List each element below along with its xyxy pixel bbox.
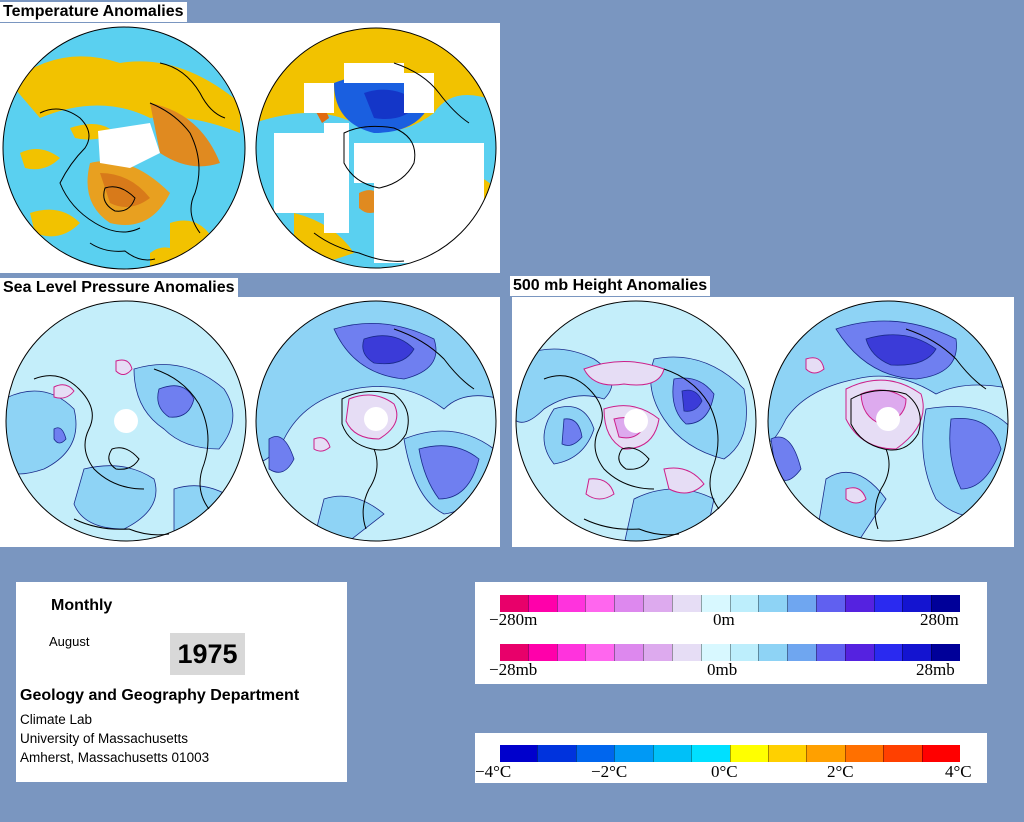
pressure-scale-swatch [729,644,759,661]
height-pressure-legend: −280m 0m 280m −28mb 0mb 28mb [475,582,987,684]
height-scale-max-label: 280m [920,610,959,629]
pressure-scale-max-label: 28mb [916,660,955,679]
height-scale-swatch [873,595,903,612]
height-scale-mid-label: 0m [713,610,735,629]
temperature-title: Temperature Anomalies [0,2,187,22]
height500-title: 500 mb Height Anomalies [510,276,711,296]
height-scale-swatch [643,595,672,612]
temperature-scale-swatch [652,745,692,762]
height-scale-swatch [527,595,557,612]
height-scale-swatch [902,595,932,612]
pressure-scale-swatch [931,644,960,661]
temperature-scale-swatch [883,745,922,762]
pressure-scale-swatch [700,644,730,661]
height-scale-swatch [700,595,730,612]
temp-label-neg2: −2°C [591,762,628,781]
pressure-scale-swatch [873,644,903,661]
temperature-panel [0,23,500,273]
year-label: 1975 [170,633,245,675]
pressure-scale-swatch [556,644,586,661]
temperature-scale-swatch [729,745,768,762]
slp-title: Sea Level Pressure Anomalies [0,278,238,298]
temp-label-4: 4°C [945,762,972,781]
pressure-scale-swatch [500,644,528,661]
month-label: August [49,634,90,649]
temperature-scale-swatch [691,745,730,762]
height-scale-swatch [585,595,615,612]
height-scale-swatch [844,595,874,612]
pressure-scale-swatch [643,644,672,661]
info-box: Monthly August 1975 Geology and Geograph… [16,582,347,782]
period-label: Monthly [51,597,113,614]
pressure-scale-swatch [902,644,932,661]
height-scale-swatch [787,595,816,612]
height500-globe-south [767,300,1009,542]
pressure-scale-swatch [614,644,644,661]
temperature-scale-swatch [575,745,615,762]
temperature-scale-swatch [500,745,538,762]
temperature-globe-south [255,27,497,269]
temperature-scale-bar [500,745,961,762]
height-scale-swatch [614,595,644,612]
height-scale-bar [500,595,960,612]
pressure-scale-swatch [758,644,788,661]
pressure-scale-bar [500,644,960,661]
temp-label-2: 2°C [827,762,854,781]
height-scale-swatch [500,595,528,612]
slp-globe-north [5,300,247,542]
university-label: University of Massachusetts [20,731,189,746]
pressure-scale-mid-label: 0mb [707,660,738,679]
temp-label-0: 0°C [711,762,738,781]
temperature-scale-swatch [844,745,884,762]
height-scale-swatch [671,595,701,612]
height-scale-swatch [758,595,788,612]
pressure-scale-swatch [815,644,845,661]
height500-globe-north [515,300,757,542]
height-scale-swatch [729,595,759,612]
pressure-scale-swatch [585,644,615,661]
slp-globe-south [255,300,497,542]
slp-panel [0,297,500,547]
temperature-scale-swatch [767,745,807,762]
pressure-scale-swatch [671,644,701,661]
temp-label-neg4: −4°C [475,762,512,781]
temperature-scale-swatch [537,745,576,762]
address-label: Amherst, Massachusetts 01003 [20,750,210,765]
temperature-scale-swatch [614,745,653,762]
pressure-scale-swatch [844,644,874,661]
height500-panel [512,297,1014,547]
temperature-scale-swatch [921,745,961,762]
temperature-globe-north [2,26,246,270]
pressure-scale-swatch [527,644,557,661]
pressure-scale-swatch [787,644,816,661]
height-scale-swatch [815,595,845,612]
height-scale-swatch [931,595,960,612]
temperature-scale-swatch [806,745,845,762]
temperature-legend: −4°C −2°C 0°C 2°C 4°C [475,733,987,783]
height-scale-min-label: −280m [489,610,538,629]
lab-label: Climate Lab [20,712,93,727]
height-scale-swatch [556,595,586,612]
department-label: Geology and Geography Department [20,687,300,704]
pressure-scale-min-label: −28mb [489,660,538,679]
